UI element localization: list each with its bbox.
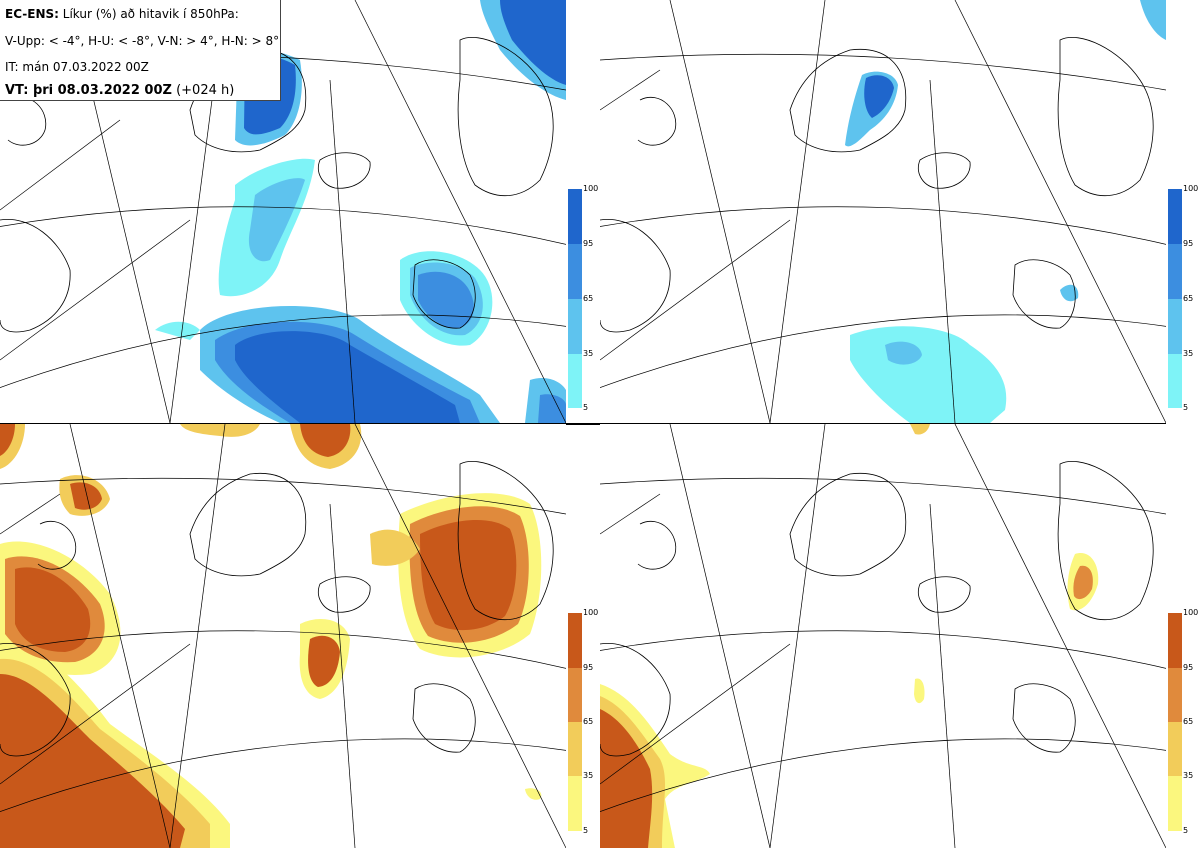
- colorbar-segment: [568, 776, 582, 831]
- map-warm-4-svg: [0, 424, 566, 848]
- valid-time-line: VT: þri 08.03.2022 00Z (+024 h): [5, 83, 234, 98]
- colorbar-tick-label: 65: [583, 717, 594, 726]
- colorbar-segment: [568, 299, 582, 354]
- probability-field: [0, 424, 542, 848]
- info-title-line: EC-ENS: Líkur (%) að hitavik í 850hPa:: [5, 7, 239, 21]
- colorbar-tick-label: 5: [583, 826, 589, 835]
- coastlines: [600, 37, 1154, 333]
- colorbar-tick-label: 100: [583, 184, 599, 193]
- colorbar-tick-label: 65: [1183, 717, 1194, 726]
- map-panel-cold-8: [600, 0, 1166, 423]
- probability-field: [600, 424, 1099, 848]
- map-cold-8-svg: [600, 0, 1166, 423]
- colorbar-cold-8: 100 95 65 35 5: [1168, 185, 1198, 412]
- map-panel-warm-8: [600, 424, 1166, 848]
- graticule: [600, 0, 1166, 423]
- colorbar-segment: [1168, 189, 1182, 244]
- map-info-box: EC-ENS: Líkur (%) að hitavik í 850hPa: V…: [0, 0, 281, 101]
- colorbar-segment: [568, 189, 582, 244]
- colorbar-tick-label: 5: [583, 403, 589, 412]
- colorbar-tick-label: 35: [1183, 771, 1194, 780]
- map-panel-cold-4: EC-ENS: Líkur (%) að hitavik í 850hPa: V…: [0, 0, 566, 423]
- model-label: EC-ENS:: [5, 7, 59, 21]
- init-time: IT: mán 07.03.2022 00Z: [5, 60, 149, 74]
- colorbar-tick-label: 35: [583, 349, 594, 358]
- colorbar-segment: [1168, 354, 1182, 408]
- colorbar-segment: [1168, 613, 1182, 668]
- colorbar-warm-8: 100 95 65 35 5: [1168, 609, 1198, 835]
- colorbar-segment: [568, 354, 582, 408]
- map-panel-warm-4: [0, 424, 566, 848]
- colorbar-segment: [1168, 776, 1182, 831]
- colorbar-tick-label: 95: [583, 239, 594, 248]
- colorbar-tick-label: 35: [583, 771, 594, 780]
- colorbar-tick-label: 100: [583, 608, 599, 617]
- forecast-lead: (+024 h): [176, 83, 235, 98]
- colorbar-segment: [568, 244, 582, 299]
- colorbar-tick-label: 100: [1183, 184, 1199, 193]
- colorbar-tick-label: 35: [1183, 349, 1194, 358]
- graticule: [0, 424, 566, 848]
- coastlines: [0, 461, 554, 757]
- threshold-legend-line: V-Upp: < -4°, H-U: < -8°, V-N: > 4°, H-N…: [5, 34, 280, 48]
- colorbar-tick-label: 95: [583, 663, 594, 672]
- colorbar-segment: [1168, 244, 1182, 299]
- map-warm-8-svg: [600, 424, 1166, 848]
- probability-field: [845, 0, 1166, 423]
- colorbar-segment: [568, 722, 582, 776]
- title-text: Líkur (%) að hitavik í 850hPa:: [62, 7, 239, 21]
- colorbar-segment: [1168, 668, 1182, 722]
- colorbar-tick-label: 100: [1183, 608, 1199, 617]
- valid-time: VT: þri 08.03.2022 00Z: [5, 83, 172, 98]
- colorbar-tick-label: 65: [583, 294, 594, 303]
- colorbar-warm-4: 100 95 65 35 5: [568, 609, 598, 835]
- colorbar-tick-label: 5: [1183, 403, 1189, 412]
- colorbar-tick-label: 95: [1183, 239, 1194, 248]
- graticule: [600, 424, 1166, 848]
- colorbar-segment: [568, 613, 582, 668]
- colorbar-tick-label: 5: [1183, 826, 1189, 835]
- colorbar-segment: [1168, 722, 1182, 776]
- coastlines: [600, 461, 1154, 757]
- colorbar-segment: [568, 668, 582, 722]
- colorbar-tick-label: 65: [1183, 294, 1194, 303]
- colorbar-segment: [1168, 299, 1182, 354]
- colorbar-cold-4: 100 95 65 35 5: [568, 185, 598, 412]
- colorbar-tick-label: 95: [1183, 663, 1194, 672]
- panel-divider: [0, 423, 1166, 425]
